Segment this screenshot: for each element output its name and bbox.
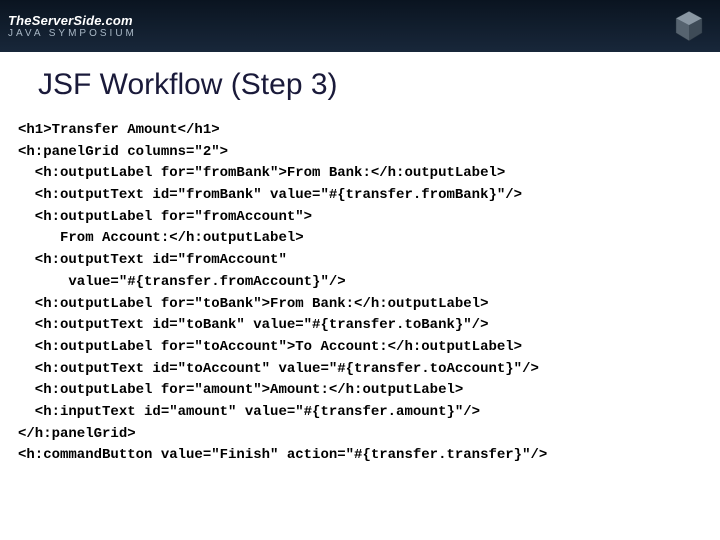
- logo-top-text: TheServerSide: [8, 13, 102, 28]
- slide-body: JSF Workflow (Step 3) <h1>Transfer Amoun…: [0, 52, 720, 467]
- code-block: <h1>Transfer Amount</h1> <h:panelGrid co…: [18, 120, 692, 467]
- cube-icon: [672, 9, 706, 43]
- header-bar: TheServerSide.com JAVA SYMPOSIUM: [0, 0, 720, 52]
- slide-title: JSF Workflow (Step 3): [38, 68, 692, 102]
- logo-bottom: JAVA SYMPOSIUM: [8, 29, 137, 39]
- logo-block: TheServerSide.com JAVA SYMPOSIUM: [8, 14, 137, 39]
- logo-top: TheServerSide.com: [8, 14, 137, 27]
